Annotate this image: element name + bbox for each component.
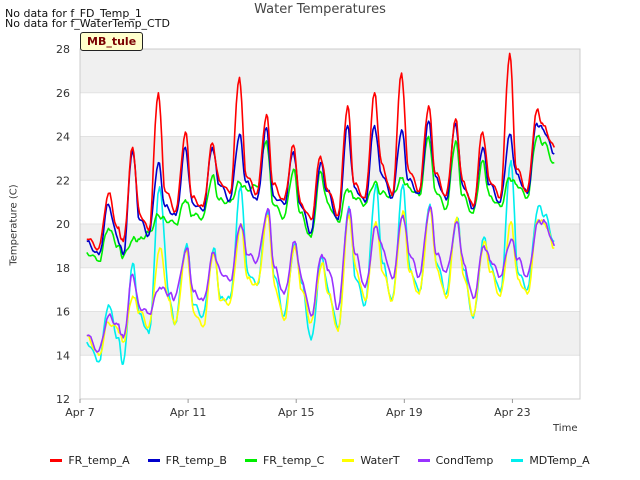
y-tick-label: 18	[56, 262, 70, 275]
plot-frame	[79, 48, 581, 400]
legend-item: FR_temp_A	[50, 454, 130, 467]
plot-band	[80, 311, 580, 356]
legend-label: MDTemp_A	[529, 454, 590, 467]
y-tick-label: 28	[56, 43, 70, 56]
legend-swatch	[244, 459, 257, 462]
series-line-CondTemp	[86, 205, 556, 353]
legend-item: WaterT	[342, 454, 400, 467]
legend-item: FR_temp_C	[244, 454, 325, 467]
legend-swatch	[147, 459, 160, 462]
x-tick-label: Apr 23	[494, 406, 531, 419]
plot-bands	[80, 48, 580, 400]
legend-item: FR_temp_B	[147, 454, 227, 467]
x-tick-label: Apr 15	[278, 406, 315, 419]
series-lines	[86, 52, 556, 365]
legend-label: FR_temp_B	[165, 454, 227, 467]
x-tick-label: Apr 11	[170, 406, 207, 419]
y-tick-label: 26	[56, 87, 70, 100]
y-tick-label: 16	[56, 306, 70, 319]
legend-item: CondTemp	[417, 454, 494, 467]
series-line-FR_temp_A	[86, 52, 556, 251]
legend-swatch	[511, 459, 524, 462]
legend-label: FR_temp_A	[68, 454, 130, 467]
x-tick-label: Apr 7	[65, 406, 95, 419]
legend-label: CondTemp	[435, 454, 494, 467]
y-tick-label: 22	[56, 174, 70, 187]
axis-ticks: 12 14 16 18 20 22 24 26 28 Apr 7 Apr 11 Apr 15 Apr 1…	[56, 43, 531, 419]
legend-swatch	[50, 459, 63, 462]
chart-title: Water Temperatures	[254, 2, 386, 17]
legend-swatch	[342, 459, 355, 462]
x-axis-label: Time	[553, 423, 578, 434]
y-tick-label: 20	[56, 218, 70, 231]
site-tag: MB_tule	[80, 32, 144, 51]
legend-swatch	[417, 459, 430, 462]
x-tick-label: Apr 19	[386, 406, 423, 419]
plot-band	[80, 49, 580, 93]
y-tick-label: 14	[56, 349, 70, 362]
legend: FR_temp_A FR_temp_B FR_temp_C WaterT CondTem…	[0, 454, 640, 467]
legend-item: MDTemp_A	[511, 454, 590, 467]
y-tick-label: 12	[56, 393, 70, 406]
y-tick-label: 24	[56, 131, 70, 144]
no-data-note-2: No data for f_WaterTemp_CTD	[5, 17, 170, 30]
legend-label: WaterT	[360, 454, 400, 467]
legend-label: FR_temp_C	[262, 454, 325, 467]
no-data-note-1: No data for f_FD_Temp_1	[5, 7, 142, 20]
y-axis-label: Temperature (C)	[8, 184, 20, 266]
series-line-FR_temp_C	[86, 134, 555, 262]
series-line-WaterT	[86, 207, 555, 357]
